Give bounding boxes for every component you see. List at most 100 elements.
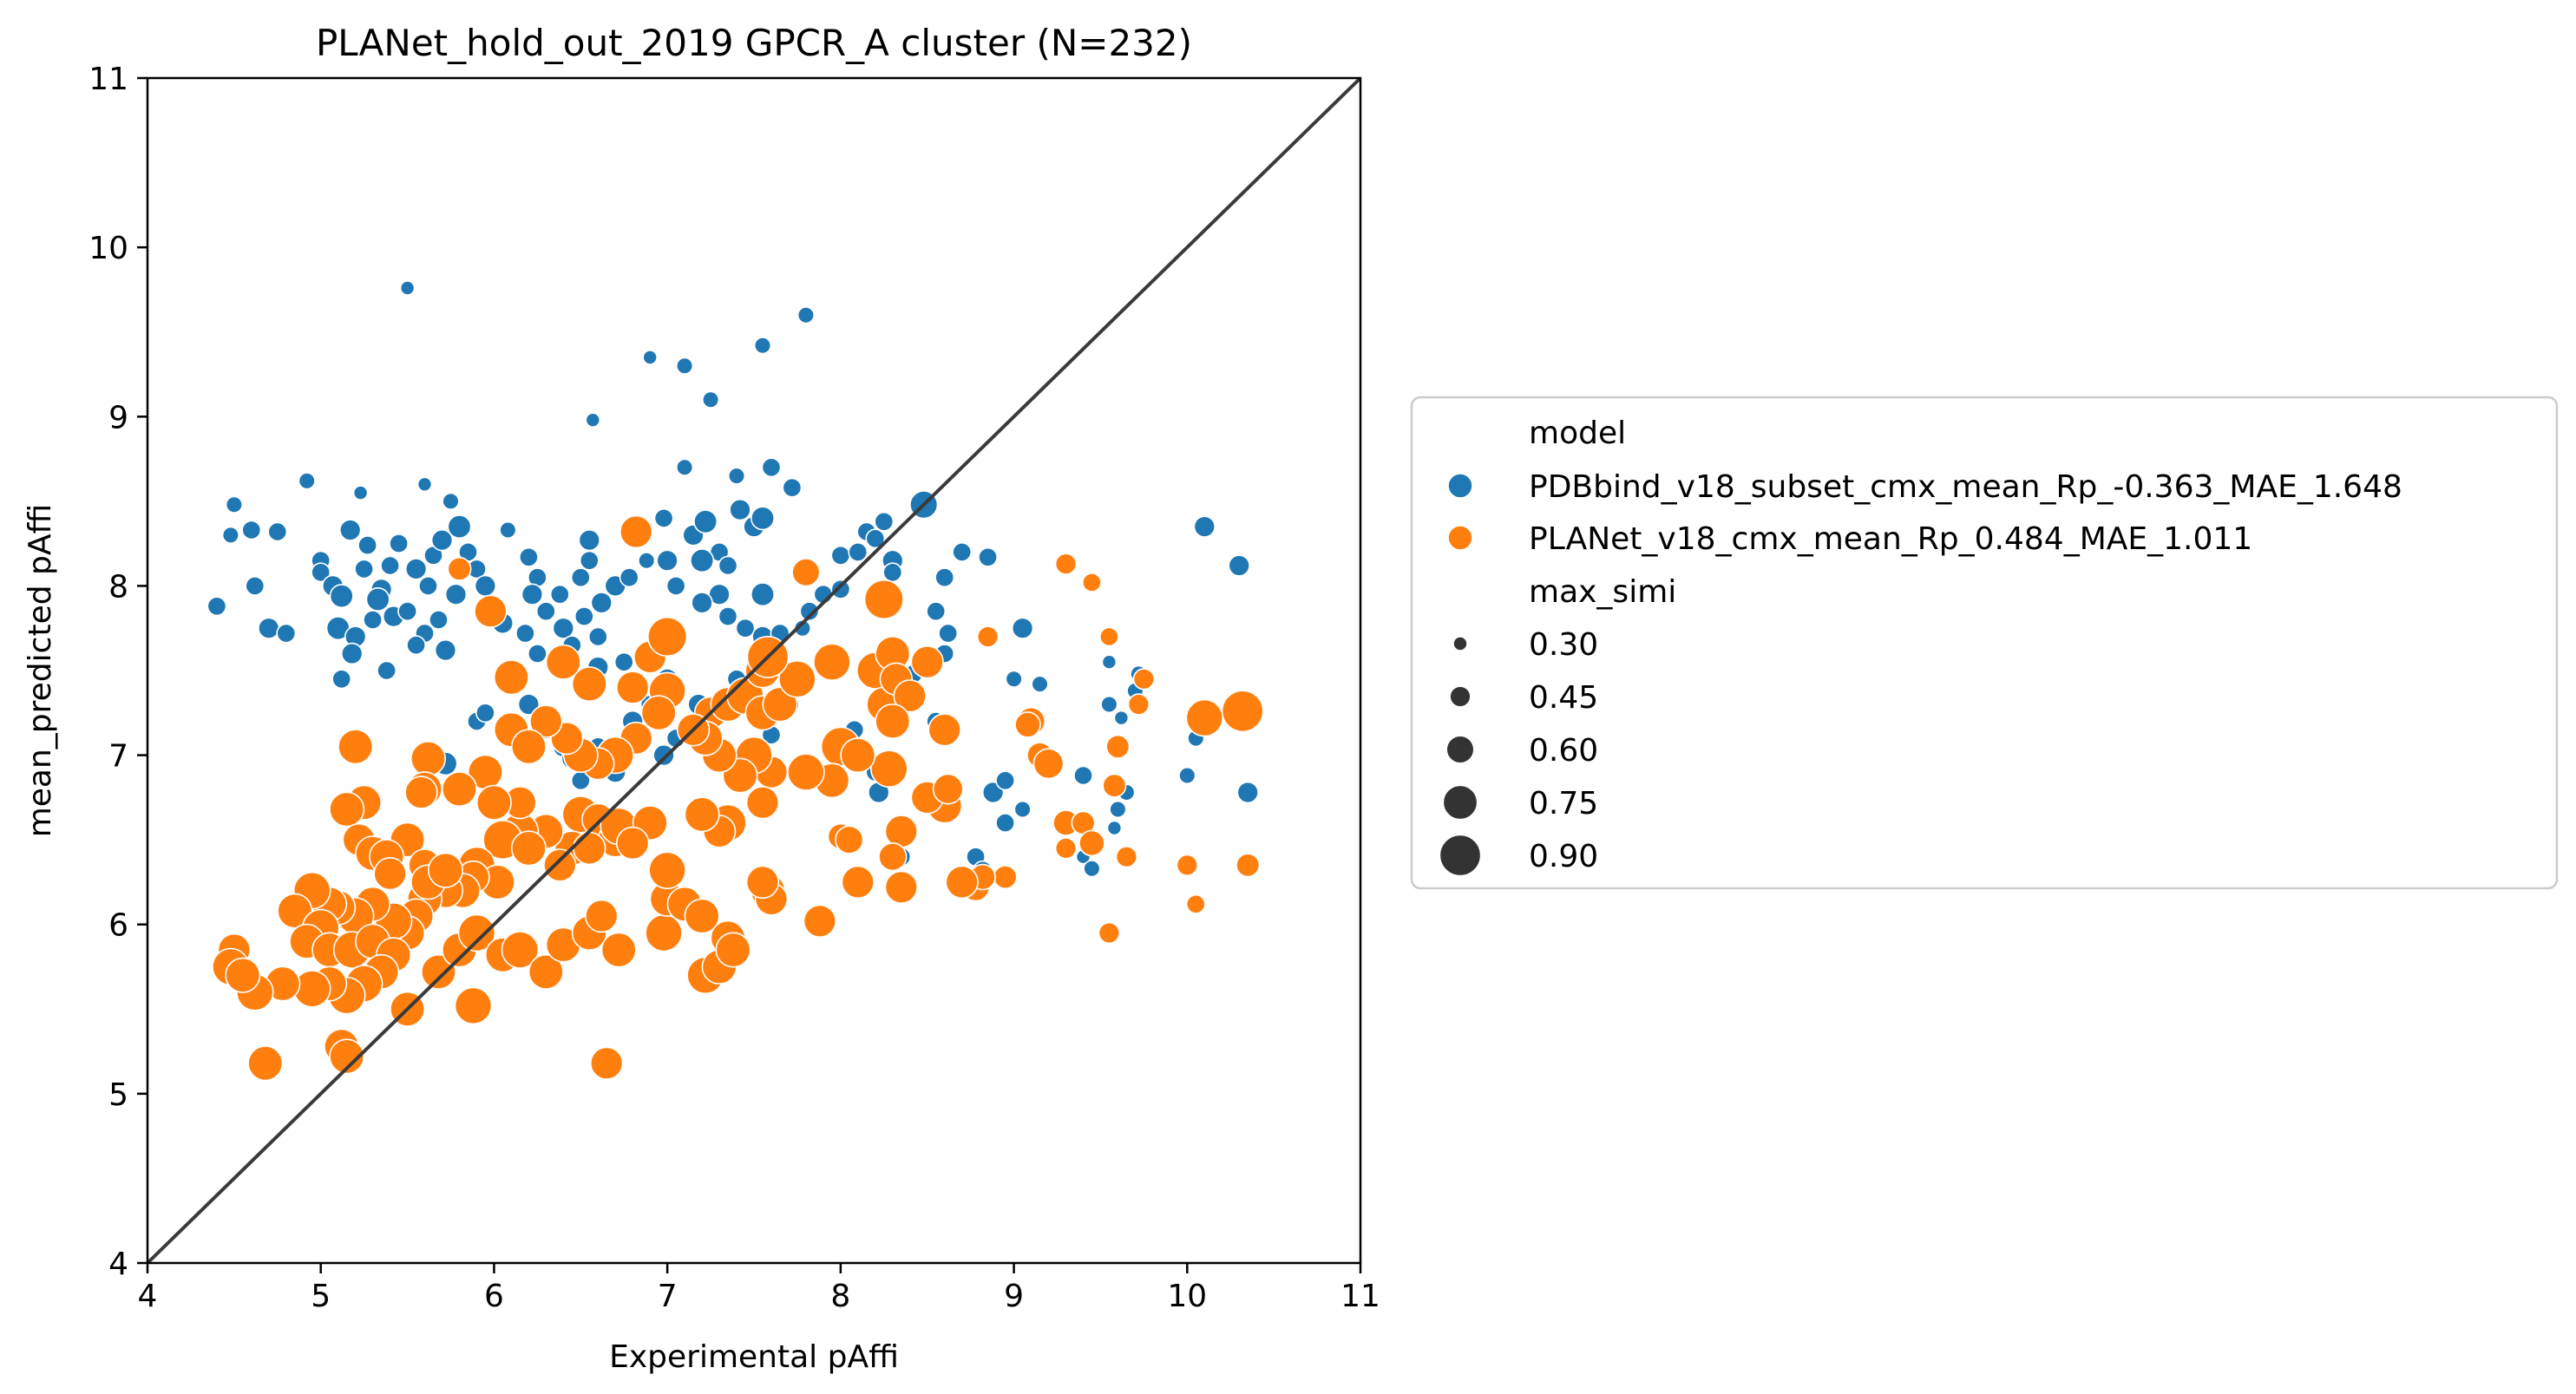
scatter-point bbox=[938, 623, 959, 644]
scatter-point bbox=[552, 617, 574, 639]
y-tick-label: 7 bbox=[108, 739, 128, 775]
scatter-point bbox=[1031, 675, 1049, 693]
y-tick-label: 4 bbox=[108, 1247, 128, 1282]
scatter-point bbox=[613, 651, 634, 672]
scatter-point bbox=[803, 904, 837, 939]
scatter-point bbox=[241, 520, 262, 540]
scatter-point bbox=[638, 552, 656, 570]
scatter-point bbox=[675, 458, 694, 476]
scatter-point bbox=[363, 610, 383, 630]
scatter-point bbox=[1054, 837, 1078, 860]
scatter-point bbox=[835, 825, 864, 854]
scatter-point bbox=[701, 390, 720, 409]
scatter-point bbox=[404, 776, 438, 809]
scatter-point bbox=[675, 357, 694, 375]
scatter-point bbox=[1011, 617, 1034, 639]
scatter-point bbox=[267, 521, 288, 542]
scatter-point bbox=[1127, 693, 1150, 716]
scatter-point bbox=[1054, 553, 1078, 575]
scatter-point bbox=[416, 476, 433, 493]
scatter-point bbox=[684, 898, 720, 934]
scatter-point bbox=[684, 796, 720, 833]
legend-size-marker bbox=[1439, 834, 1482, 877]
scatter-point bbox=[653, 508, 674, 528]
scatter-point bbox=[874, 511, 895, 532]
plot-frame bbox=[146, 76, 1362, 1265]
x-axis-label: Experimental pAffi bbox=[609, 1339, 899, 1375]
scatter-point bbox=[585, 412, 601, 429]
scatter-point bbox=[529, 704, 563, 738]
scatter-point bbox=[865, 528, 886, 549]
scatter-point bbox=[729, 498, 751, 521]
scatter-point bbox=[952, 542, 973, 562]
scatter-point bbox=[298, 472, 316, 490]
scatter-point bbox=[521, 583, 544, 605]
scatter-point bbox=[389, 533, 410, 554]
x-tick-label: 4 bbox=[138, 1279, 158, 1314]
scatter-point bbox=[863, 579, 904, 620]
scatter-point bbox=[1106, 820, 1123, 836]
scatter-point bbox=[331, 669, 352, 690]
scatter-point bbox=[579, 550, 600, 571]
scatter-point bbox=[475, 784, 512, 821]
scatter-point bbox=[543, 848, 577, 882]
scatter-point bbox=[995, 813, 1016, 834]
legend-sizes: 0.30 0.45 0.60 0.75 0.90 bbox=[1439, 627, 1598, 877]
scatter-point bbox=[574, 606, 594, 627]
scatter-point bbox=[642, 350, 659, 365]
scatter-point bbox=[830, 545, 851, 566]
y-tick-label: 6 bbox=[108, 908, 128, 944]
scatter-point bbox=[339, 519, 362, 541]
scatter-point bbox=[600, 932, 637, 968]
scatter-point bbox=[457, 913, 496, 952]
scatter-point bbox=[778, 659, 816, 698]
scatter-point bbox=[357, 535, 378, 556]
points-layer bbox=[206, 280, 1264, 1082]
scatter-point bbox=[693, 509, 718, 534]
scatter-point bbox=[420, 953, 456, 990]
scatter-point bbox=[840, 737, 876, 774]
scatter-point bbox=[545, 644, 581, 680]
scatter-point bbox=[406, 635, 427, 656]
scatter-point bbox=[377, 660, 397, 681]
legend-series-marker bbox=[1447, 473, 1473, 499]
scatter-point bbox=[727, 467, 746, 485]
scatter-point bbox=[893, 679, 927, 713]
scatter-point bbox=[1073, 765, 1093, 786]
scatter-point bbox=[1113, 710, 1130, 726]
scatter-point bbox=[718, 555, 738, 576]
legend-size-marker bbox=[1445, 735, 1475, 764]
scatter-point bbox=[258, 617, 280, 639]
scatter-point bbox=[1236, 781, 1259, 804]
scatter-point bbox=[1078, 829, 1105, 857]
scatter-point bbox=[474, 574, 497, 598]
scatter-point bbox=[910, 645, 944, 679]
legend: model PDBbind_v18_subset_cmx_mean_Rp_-0.… bbox=[1410, 396, 2559, 890]
legend-size-marker bbox=[1452, 636, 1468, 651]
scatter-point bbox=[528, 644, 547, 664]
scatter-point bbox=[715, 932, 751, 968]
y-tick-label: 5 bbox=[108, 1077, 128, 1113]
scatter-point bbox=[510, 830, 547, 867]
scatter-point bbox=[454, 986, 493, 1025]
scatter-point bbox=[1185, 893, 1206, 914]
scatter-point bbox=[341, 642, 364, 665]
scatter-point bbox=[510, 729, 547, 765]
scatter-point bbox=[646, 616, 688, 658]
scatter-point bbox=[571, 666, 607, 703]
scatter-point bbox=[884, 815, 919, 848]
scatter-point bbox=[745, 785, 780, 820]
scatter-point bbox=[418, 576, 438, 596]
scatter-point bbox=[875, 703, 911, 739]
scatter-point bbox=[993, 865, 1018, 890]
scatter-point bbox=[365, 586, 390, 612]
scatter-point bbox=[945, 865, 979, 900]
legend-size-label: 0.60 bbox=[1529, 733, 1598, 769]
scatter-point bbox=[750, 506, 775, 531]
scatter-point bbox=[1193, 515, 1216, 538]
y-axis-label: mean_predicted pAffi bbox=[23, 504, 58, 838]
scatter-point bbox=[735, 618, 756, 638]
scatter-point bbox=[311, 562, 331, 583]
scatter-point bbox=[995, 770, 1016, 791]
scatter-point bbox=[225, 957, 261, 993]
